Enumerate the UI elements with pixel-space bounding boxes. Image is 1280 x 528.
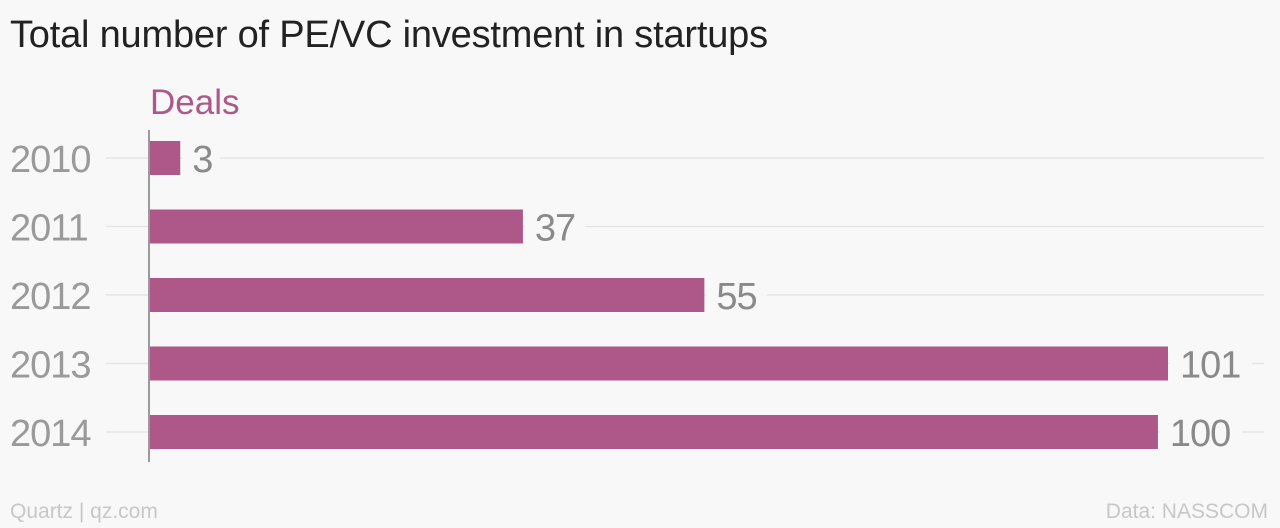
chart-title: Total number of PE/VC investment in star… — [10, 14, 768, 56]
value-label: 101 — [1180, 345, 1240, 387]
footer-source: Data: NASSCOM — [1105, 500, 1268, 523]
value-label: 37 — [535, 208, 575, 250]
value-label-bg — [1170, 343, 1252, 384]
category-label: 2012 — [10, 276, 91, 318]
category-label: 2014 — [10, 413, 91, 455]
footer-credit: Quartz | qz.com — [10, 500, 158, 523]
value-label-bg — [182, 138, 221, 178]
bar — [150, 415, 1158, 449]
bar — [150, 141, 181, 175]
category-label: 2010 — [10, 139, 91, 181]
series-label: Deals — [150, 83, 239, 122]
category-label: 2013 — [10, 345, 91, 387]
value-label: 3 — [192, 139, 212, 181]
value-label-bg — [706, 275, 767, 315]
bar — [150, 209, 523, 244]
bar — [150, 346, 1168, 381]
value-label: 55 — [716, 276, 756, 318]
bar — [150, 278, 705, 312]
value-label-bg — [1159, 412, 1242, 452]
value-label-bg — [524, 206, 585, 247]
category-label: 2011 — [10, 208, 88, 250]
value-label: 100 — [1170, 413, 1230, 455]
